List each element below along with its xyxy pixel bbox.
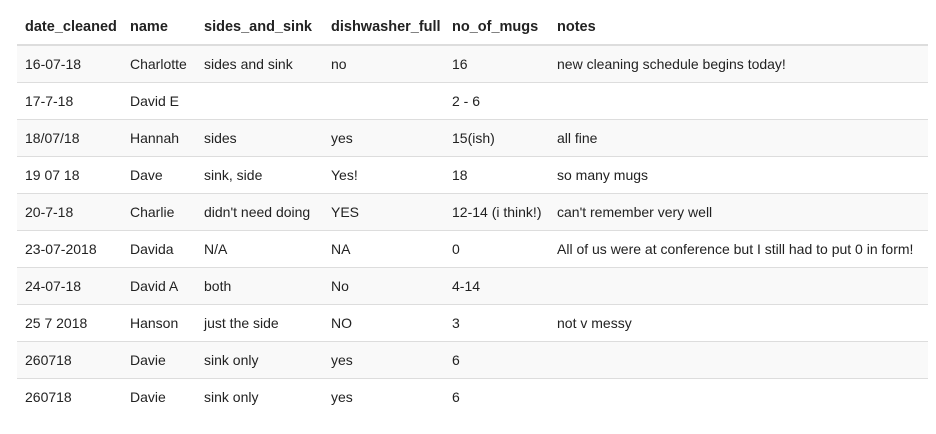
- cell-dishwasher-full: YES: [323, 193, 444, 231]
- column-header-notes: notes: [549, 9, 928, 46]
- table-row: 17-7-18 David E 2 - 6: [17, 82, 928, 120]
- cell-no-of-mugs: 18: [444, 156, 549, 194]
- cell-name: Davie: [122, 341, 196, 379]
- cell-sides-and-sink: both: [196, 267, 323, 305]
- cell-sides-and-sink: sides: [196, 119, 323, 157]
- cell-name: David E: [122, 82, 196, 120]
- cell-dishwasher-full: yes: [323, 341, 444, 379]
- cell-notes: not v messy: [549, 304, 928, 342]
- cell-no-of-mugs: 12-14 (i think!): [444, 193, 549, 231]
- cell-notes: can't remember very well: [549, 193, 928, 231]
- cell-name: Hanson: [122, 304, 196, 342]
- cell-date-cleaned: 19 07 18: [17, 156, 122, 194]
- cell-no-of-mugs: 6: [444, 378, 549, 415]
- cell-notes: new cleaning schedule begins today!: [549, 45, 928, 83]
- cell-sides-and-sink: sink only: [196, 378, 323, 415]
- cell-no-of-mugs: 6: [444, 341, 549, 379]
- cell-notes: [549, 341, 928, 379]
- table-row: 18/07/18 Hannah sides yes 15(ish) all fine: [17, 119, 928, 157]
- header-row: date_cleaned name sides_and_sink dishwas…: [17, 9, 928, 46]
- cell-date-cleaned: 16-07-18: [17, 45, 122, 83]
- data-table-container: date_cleaned name sides_and_sink dishwas…: [17, 9, 928, 415]
- column-header-sides-and-sink: sides_and_sink: [196, 9, 323, 46]
- cell-sides-and-sink: sink, side: [196, 156, 323, 194]
- cell-no-of-mugs: 16: [444, 45, 549, 83]
- cell-no-of-mugs: 2 - 6: [444, 82, 549, 120]
- cell-dishwasher-full: yes: [323, 119, 444, 157]
- cell-sides-and-sink: sink only: [196, 341, 323, 379]
- cell-notes: so many mugs: [549, 156, 928, 194]
- cell-date-cleaned: 20-7-18: [17, 193, 122, 231]
- cell-sides-and-sink: just the side: [196, 304, 323, 342]
- cell-date-cleaned: 260718: [17, 378, 122, 415]
- table-row: 20-7-18 Charlie didn't need doing YES 12-14 …: [17, 193, 928, 231]
- cell-dishwasher-full: Yes!: [323, 156, 444, 194]
- cell-no-of-mugs: 4-14: [444, 267, 549, 305]
- cell-date-cleaned: 25 7 2018: [17, 304, 122, 342]
- cell-date-cleaned: 23-07-2018: [17, 230, 122, 268]
- cell-notes: all fine: [549, 119, 928, 157]
- cell-sides-and-sink: sides and sink: [196, 45, 323, 83]
- table-header: date_cleaned name sides_and_sink dishwas…: [17, 9, 928, 46]
- table-row: 260718 Davie sink only yes 6: [17, 378, 928, 415]
- cell-notes: All of us were at conference but I still…: [549, 230, 928, 268]
- cell-name: Davida: [122, 230, 196, 268]
- table-row: 23-07-2018 Davida N/A NA 0 All of us were at …: [17, 230, 928, 268]
- column-header-date-cleaned: date_cleaned: [17, 9, 122, 46]
- column-header-dishwasher-full: dishwasher_full: [323, 9, 444, 46]
- cell-date-cleaned: 260718: [17, 341, 122, 379]
- table-body: 16-07-18 Charlotte sides and sink no 16 new c…: [17, 45, 928, 415]
- cell-name: Hannah: [122, 119, 196, 157]
- cell-date-cleaned: 18/07/18: [17, 119, 122, 157]
- cell-dishwasher-full: [323, 82, 444, 120]
- cell-name: David A: [122, 267, 196, 305]
- cell-name: Charlie: [122, 193, 196, 231]
- cell-dishwasher-full: No: [323, 267, 444, 305]
- cell-sides-and-sink: didn't need doing: [196, 193, 323, 231]
- cell-no-of-mugs: 0: [444, 230, 549, 268]
- cleaning-log-table: date_cleaned name sides_and_sink dishwas…: [17, 9, 928, 415]
- cell-name: Charlotte: [122, 45, 196, 83]
- cell-notes: [549, 82, 928, 120]
- cell-name: Dave: [122, 156, 196, 194]
- cell-sides-and-sink: [196, 82, 323, 120]
- cell-dishwasher-full: NA: [323, 230, 444, 268]
- column-header-name: name: [122, 9, 196, 46]
- table-row: 16-07-18 Charlotte sides and sink no 16 new c…: [17, 45, 928, 83]
- cell-name: Davie: [122, 378, 196, 415]
- cell-dishwasher-full: yes: [323, 378, 444, 415]
- cell-dishwasher-full: no: [323, 45, 444, 83]
- cell-date-cleaned: 17-7-18: [17, 82, 122, 120]
- table-row: 260718 Davie sink only yes 6: [17, 341, 928, 379]
- cell-no-of-mugs: 15(ish): [444, 119, 549, 157]
- column-header-no-of-mugs: no_of_mugs: [444, 9, 549, 46]
- cell-date-cleaned: 24-07-18: [17, 267, 122, 305]
- cell-no-of-mugs: 3: [444, 304, 549, 342]
- cell-notes: [549, 267, 928, 305]
- cell-sides-and-sink: N/A: [196, 230, 323, 268]
- table-row: 19 07 18 Dave sink, side Yes! 18 so many mugs: [17, 156, 928, 194]
- cell-dishwasher-full: NO: [323, 304, 444, 342]
- table-row: 25 7 2018 Hanson just the side NO 3 not v mes…: [17, 304, 928, 342]
- cell-notes: [549, 378, 928, 415]
